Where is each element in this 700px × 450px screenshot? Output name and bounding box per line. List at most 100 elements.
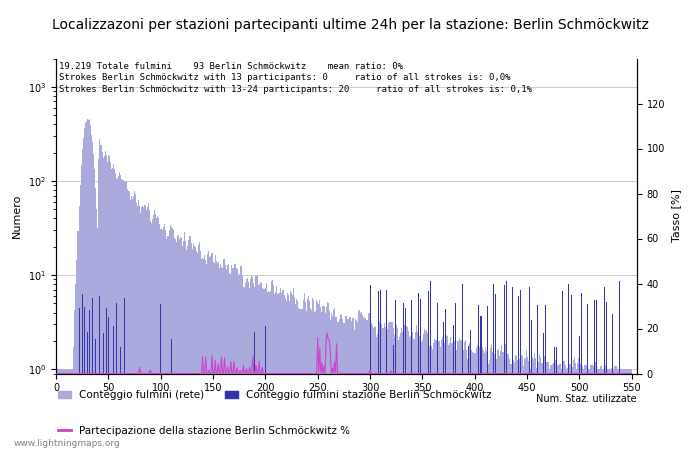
Bar xyxy=(104,156,105,450)
Bar xyxy=(275,292,276,450)
Bar xyxy=(136,202,137,450)
Bar xyxy=(123,298,125,450)
Bar xyxy=(221,267,222,450)
Bar xyxy=(308,297,309,450)
Bar xyxy=(120,347,121,450)
Bar xyxy=(120,175,121,450)
Bar xyxy=(356,320,357,450)
Bar xyxy=(311,310,312,450)
Bar xyxy=(484,348,486,450)
Bar xyxy=(262,289,264,450)
Bar xyxy=(498,349,499,450)
Bar xyxy=(535,358,536,450)
Bar xyxy=(246,279,247,450)
Bar xyxy=(448,345,449,450)
Bar xyxy=(430,346,431,450)
Bar xyxy=(608,369,609,450)
Bar xyxy=(385,327,386,450)
Bar xyxy=(477,345,478,450)
Bar xyxy=(420,299,421,450)
Bar xyxy=(406,326,407,450)
Bar xyxy=(217,263,218,450)
Bar xyxy=(443,322,444,450)
Bar xyxy=(473,353,474,450)
Bar xyxy=(456,350,458,450)
Bar xyxy=(437,303,438,450)
Bar xyxy=(250,279,251,450)
Bar xyxy=(161,229,162,450)
Bar xyxy=(122,180,123,450)
Bar xyxy=(496,359,497,450)
Bar xyxy=(163,227,164,450)
Bar xyxy=(137,206,138,450)
Bar xyxy=(363,317,364,450)
Bar xyxy=(88,120,89,450)
Bar xyxy=(175,239,176,450)
Bar xyxy=(91,135,92,450)
Bar xyxy=(254,333,256,450)
Bar xyxy=(398,340,399,450)
Bar xyxy=(300,309,302,450)
Bar xyxy=(400,333,401,450)
Bar xyxy=(132,199,133,450)
Bar xyxy=(215,255,216,450)
Bar xyxy=(478,352,480,450)
Bar xyxy=(316,301,317,450)
Bar xyxy=(606,365,607,450)
Bar xyxy=(418,335,419,450)
Bar xyxy=(553,363,554,450)
Bar xyxy=(222,268,223,450)
Bar xyxy=(148,210,150,450)
Bar xyxy=(471,351,472,450)
Bar xyxy=(402,333,403,450)
Bar xyxy=(541,363,542,450)
Bar xyxy=(582,366,583,450)
Bar xyxy=(216,261,217,450)
Bar xyxy=(534,353,535,450)
Bar xyxy=(470,330,471,450)
Bar xyxy=(518,296,519,450)
Bar xyxy=(74,310,76,450)
Bar xyxy=(360,313,361,450)
Bar xyxy=(237,275,239,450)
Bar xyxy=(465,340,466,450)
Bar xyxy=(323,306,325,450)
Bar xyxy=(230,274,231,450)
Bar xyxy=(290,291,291,450)
Bar xyxy=(537,306,538,450)
Bar xyxy=(99,296,101,450)
Bar xyxy=(200,251,201,450)
Bar xyxy=(247,278,248,450)
Bar xyxy=(386,290,387,450)
Bar xyxy=(430,281,431,450)
Bar xyxy=(444,343,445,450)
Bar xyxy=(310,308,311,450)
Bar xyxy=(353,318,354,450)
Bar xyxy=(228,264,230,450)
Bar xyxy=(117,179,118,450)
Bar xyxy=(180,237,181,450)
Bar xyxy=(366,320,368,450)
Bar xyxy=(533,359,534,450)
Bar xyxy=(586,365,587,450)
Bar xyxy=(539,354,540,450)
Bar xyxy=(193,243,194,450)
Bar xyxy=(248,282,249,450)
Bar xyxy=(452,343,454,450)
Bar xyxy=(528,287,530,450)
Bar xyxy=(223,259,224,450)
Bar xyxy=(139,207,140,450)
Bar xyxy=(545,364,547,450)
Bar xyxy=(495,293,496,450)
Bar xyxy=(403,332,404,450)
Bar xyxy=(622,369,623,450)
Bar xyxy=(284,295,285,450)
Bar xyxy=(427,333,428,450)
Bar xyxy=(493,284,494,450)
Bar xyxy=(225,265,226,450)
Bar xyxy=(156,218,157,450)
Bar xyxy=(105,151,106,450)
Bar xyxy=(325,313,326,450)
Bar xyxy=(327,302,328,450)
Bar xyxy=(531,360,532,450)
